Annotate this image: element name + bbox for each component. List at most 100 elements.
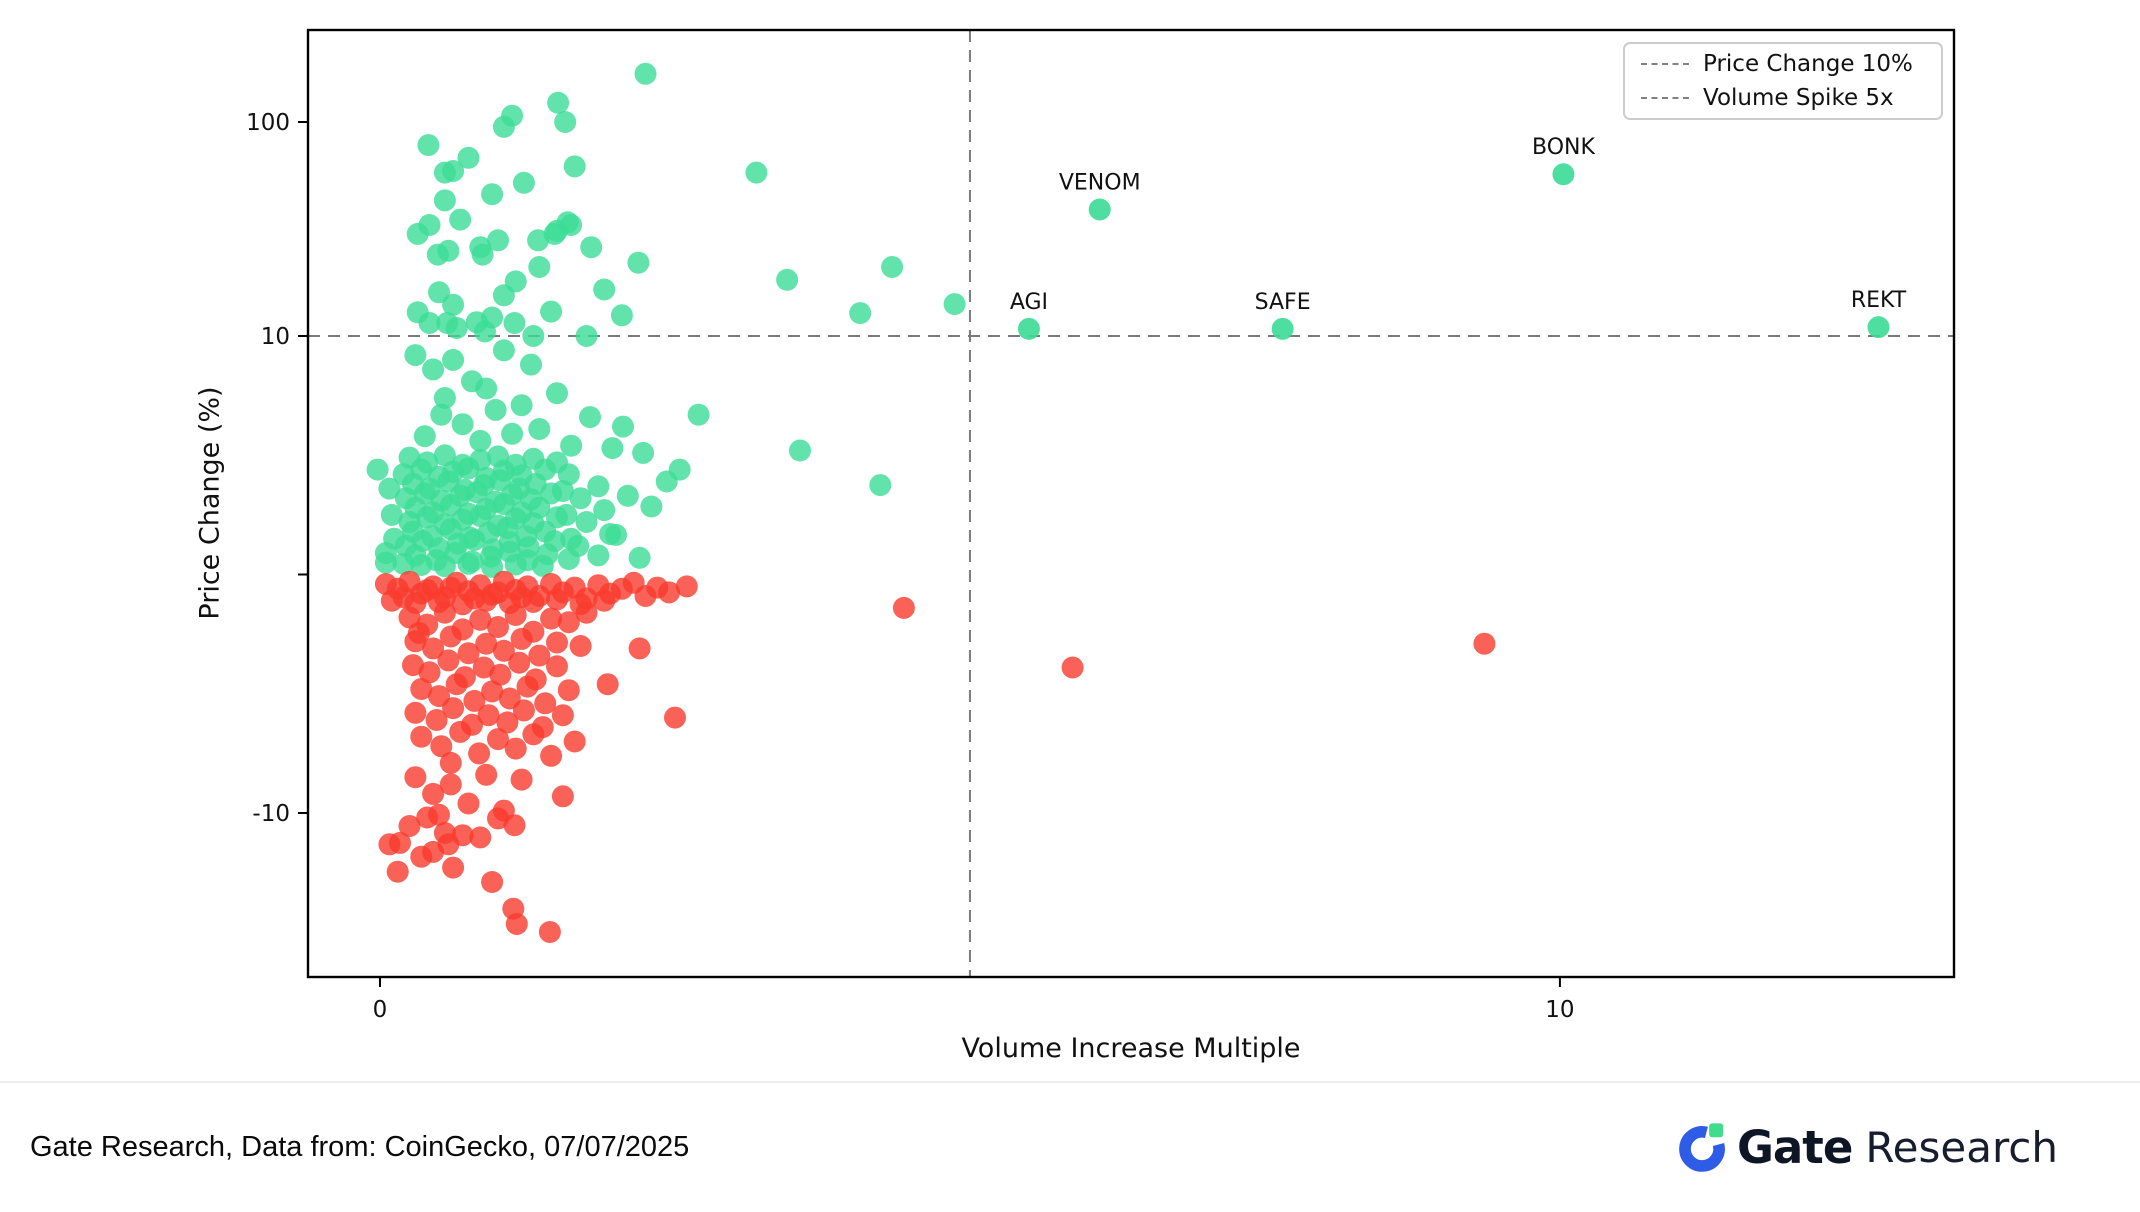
legend-label: Price Change 10% xyxy=(1703,51,1913,77)
data-point-gainers xyxy=(579,406,601,429)
data-point-losers xyxy=(472,656,495,679)
data-point-gainers xyxy=(503,312,526,334)
gate-logo-icon xyxy=(1679,1122,1725,1172)
data-point-gainers xyxy=(418,312,441,334)
gate-logo-suffix: Research xyxy=(1865,1123,2058,1172)
data-point-gainers xyxy=(575,511,598,533)
data-point-gainers xyxy=(687,403,710,426)
data-point-gainers xyxy=(520,353,542,376)
data-point-losers xyxy=(892,596,915,619)
data-point-gainers xyxy=(469,236,492,259)
data-point-losers xyxy=(487,616,509,638)
data-point-losers xyxy=(510,627,533,650)
data-point-gainers xyxy=(528,418,551,440)
data-point-gainers xyxy=(540,300,563,323)
point-label-rekt: REKT xyxy=(1851,288,1907,313)
data-point-gainers xyxy=(601,437,624,460)
data-point-gainers xyxy=(469,505,492,528)
data-point-losers xyxy=(469,608,492,631)
data-point-losers xyxy=(442,697,465,720)
data-point-gainers xyxy=(442,160,465,182)
data-point-gainers xyxy=(556,211,579,234)
data-point-losers xyxy=(428,803,450,826)
data-point-gainers xyxy=(628,546,651,569)
data-point-gainers xyxy=(575,325,598,347)
data-point-gainers xyxy=(487,229,509,252)
data-point-losers xyxy=(475,632,498,655)
data-point-losers xyxy=(410,845,433,868)
data-point-losers xyxy=(569,635,592,657)
data-point-losers xyxy=(557,679,580,702)
data-point-losers xyxy=(546,631,568,654)
data-point-gainers xyxy=(512,171,535,194)
data-point-losers xyxy=(404,630,427,653)
data-point-gainers xyxy=(745,161,768,184)
data-point-gainers xyxy=(632,441,655,464)
data-point-gainers xyxy=(442,293,465,316)
data-point-gainers xyxy=(413,425,436,448)
data-point-gainers xyxy=(560,434,583,457)
data-point-losers xyxy=(422,637,445,660)
data-point-losers xyxy=(516,675,539,698)
data-point-losers xyxy=(628,637,651,660)
data-point-losers xyxy=(481,680,504,703)
data-point-losers xyxy=(481,871,504,893)
data-point-gainers xyxy=(668,458,691,481)
data-point-losers xyxy=(410,678,433,700)
data-point-venom xyxy=(1088,198,1111,221)
data-point-losers xyxy=(439,751,462,774)
data-point-gainers xyxy=(457,457,480,480)
legend-label: Volume Spike 5x xyxy=(1703,85,1894,111)
data-point-gainers xyxy=(474,320,496,343)
data-point-gainers xyxy=(437,239,460,262)
data-point-gainers xyxy=(776,268,799,291)
data-point-gainers xyxy=(428,281,450,304)
data-point-gainers xyxy=(417,134,440,157)
data-point-losers xyxy=(528,644,551,667)
data-point-gainers xyxy=(881,256,904,278)
data-point-safe xyxy=(1271,317,1294,340)
data-point-gainers xyxy=(484,398,507,421)
data-point-gainers xyxy=(422,358,445,381)
dashed-line-swatch xyxy=(1641,63,1689,65)
data-point-losers xyxy=(522,723,545,746)
data-point-losers xyxy=(442,856,465,879)
data-point-gainers xyxy=(610,304,633,327)
data-point-gainers xyxy=(469,429,492,452)
data-point-gainers xyxy=(445,317,468,339)
data-point-gainers xyxy=(616,484,639,507)
legend-item-price-change: Price Change 10% xyxy=(1625,51,1941,77)
data-point-agi xyxy=(1017,317,1040,340)
data-point-gainers xyxy=(587,475,610,498)
data-point-losers xyxy=(469,826,492,849)
data-point-losers xyxy=(398,815,421,837)
data-point-gainers xyxy=(430,403,453,426)
data-point-gainers xyxy=(433,555,456,578)
data-point-losers xyxy=(487,581,509,604)
data-point-gainers xyxy=(789,439,811,462)
y-tick-label: 100 xyxy=(246,110,290,136)
data-point-losers xyxy=(540,607,563,630)
legend: Price Change 10% Volume Spike 5x xyxy=(1623,42,1943,120)
data-point-losers xyxy=(422,782,445,805)
data-point-gainers xyxy=(366,458,389,481)
data-point-losers xyxy=(505,913,528,935)
data-point-losers xyxy=(508,651,531,674)
data-point-gainers xyxy=(587,544,610,567)
x-tick-label: 10 xyxy=(1545,997,1574,1023)
data-point-gainers xyxy=(593,278,616,301)
data-point-gainers xyxy=(433,387,456,409)
footer-source-text: Gate Research, Data from: CoinGecko, 07/… xyxy=(30,1131,690,1163)
data-point-gainers xyxy=(528,256,551,278)
point-label-safe: SAFE xyxy=(1255,290,1311,315)
data-point-losers xyxy=(402,654,424,677)
data-point-losers xyxy=(658,581,681,604)
data-point-losers xyxy=(546,588,568,611)
data-point-losers xyxy=(563,730,586,753)
data-point-bonk xyxy=(1552,163,1575,186)
data-point-gainers xyxy=(378,477,401,500)
x-tick-label: 0 xyxy=(373,997,388,1023)
data-point-losers xyxy=(1061,656,1084,679)
